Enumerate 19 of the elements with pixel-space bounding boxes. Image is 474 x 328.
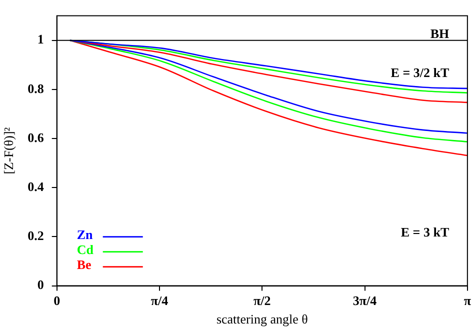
y-tick-label: 0.6 (28, 130, 44, 145)
x-tick-label: π (464, 292, 471, 308)
annotation: BH (430, 26, 450, 41)
annotation: E = 3 kT (400, 224, 450, 240)
annotation: E = 3/2 kT (390, 65, 450, 80)
y-tick-label: 0.8 (28, 80, 44, 96)
x-tick-label: 0 (54, 292, 60, 308)
x-tick-label: π/4 (150, 292, 169, 308)
legend-label: Zn (76, 227, 94, 242)
x-tick-label: 3π/4 (352, 292, 378, 308)
legend-label: Be (76, 257, 92, 272)
x-axis-title: scattering angle θ (216, 312, 308, 327)
x-tick-label: π/2 (254, 292, 271, 308)
y-axis-title: [Z-F(θ)]² (1, 127, 16, 174)
y-tick-label: 1 (37, 32, 44, 47)
y-tick-label: 0.4 (28, 178, 44, 194)
legend-label: Cd (76, 242, 94, 258)
y-tick-label: 0.2 (28, 228, 44, 244)
y-tick-label: 0 (37, 277, 44, 292)
